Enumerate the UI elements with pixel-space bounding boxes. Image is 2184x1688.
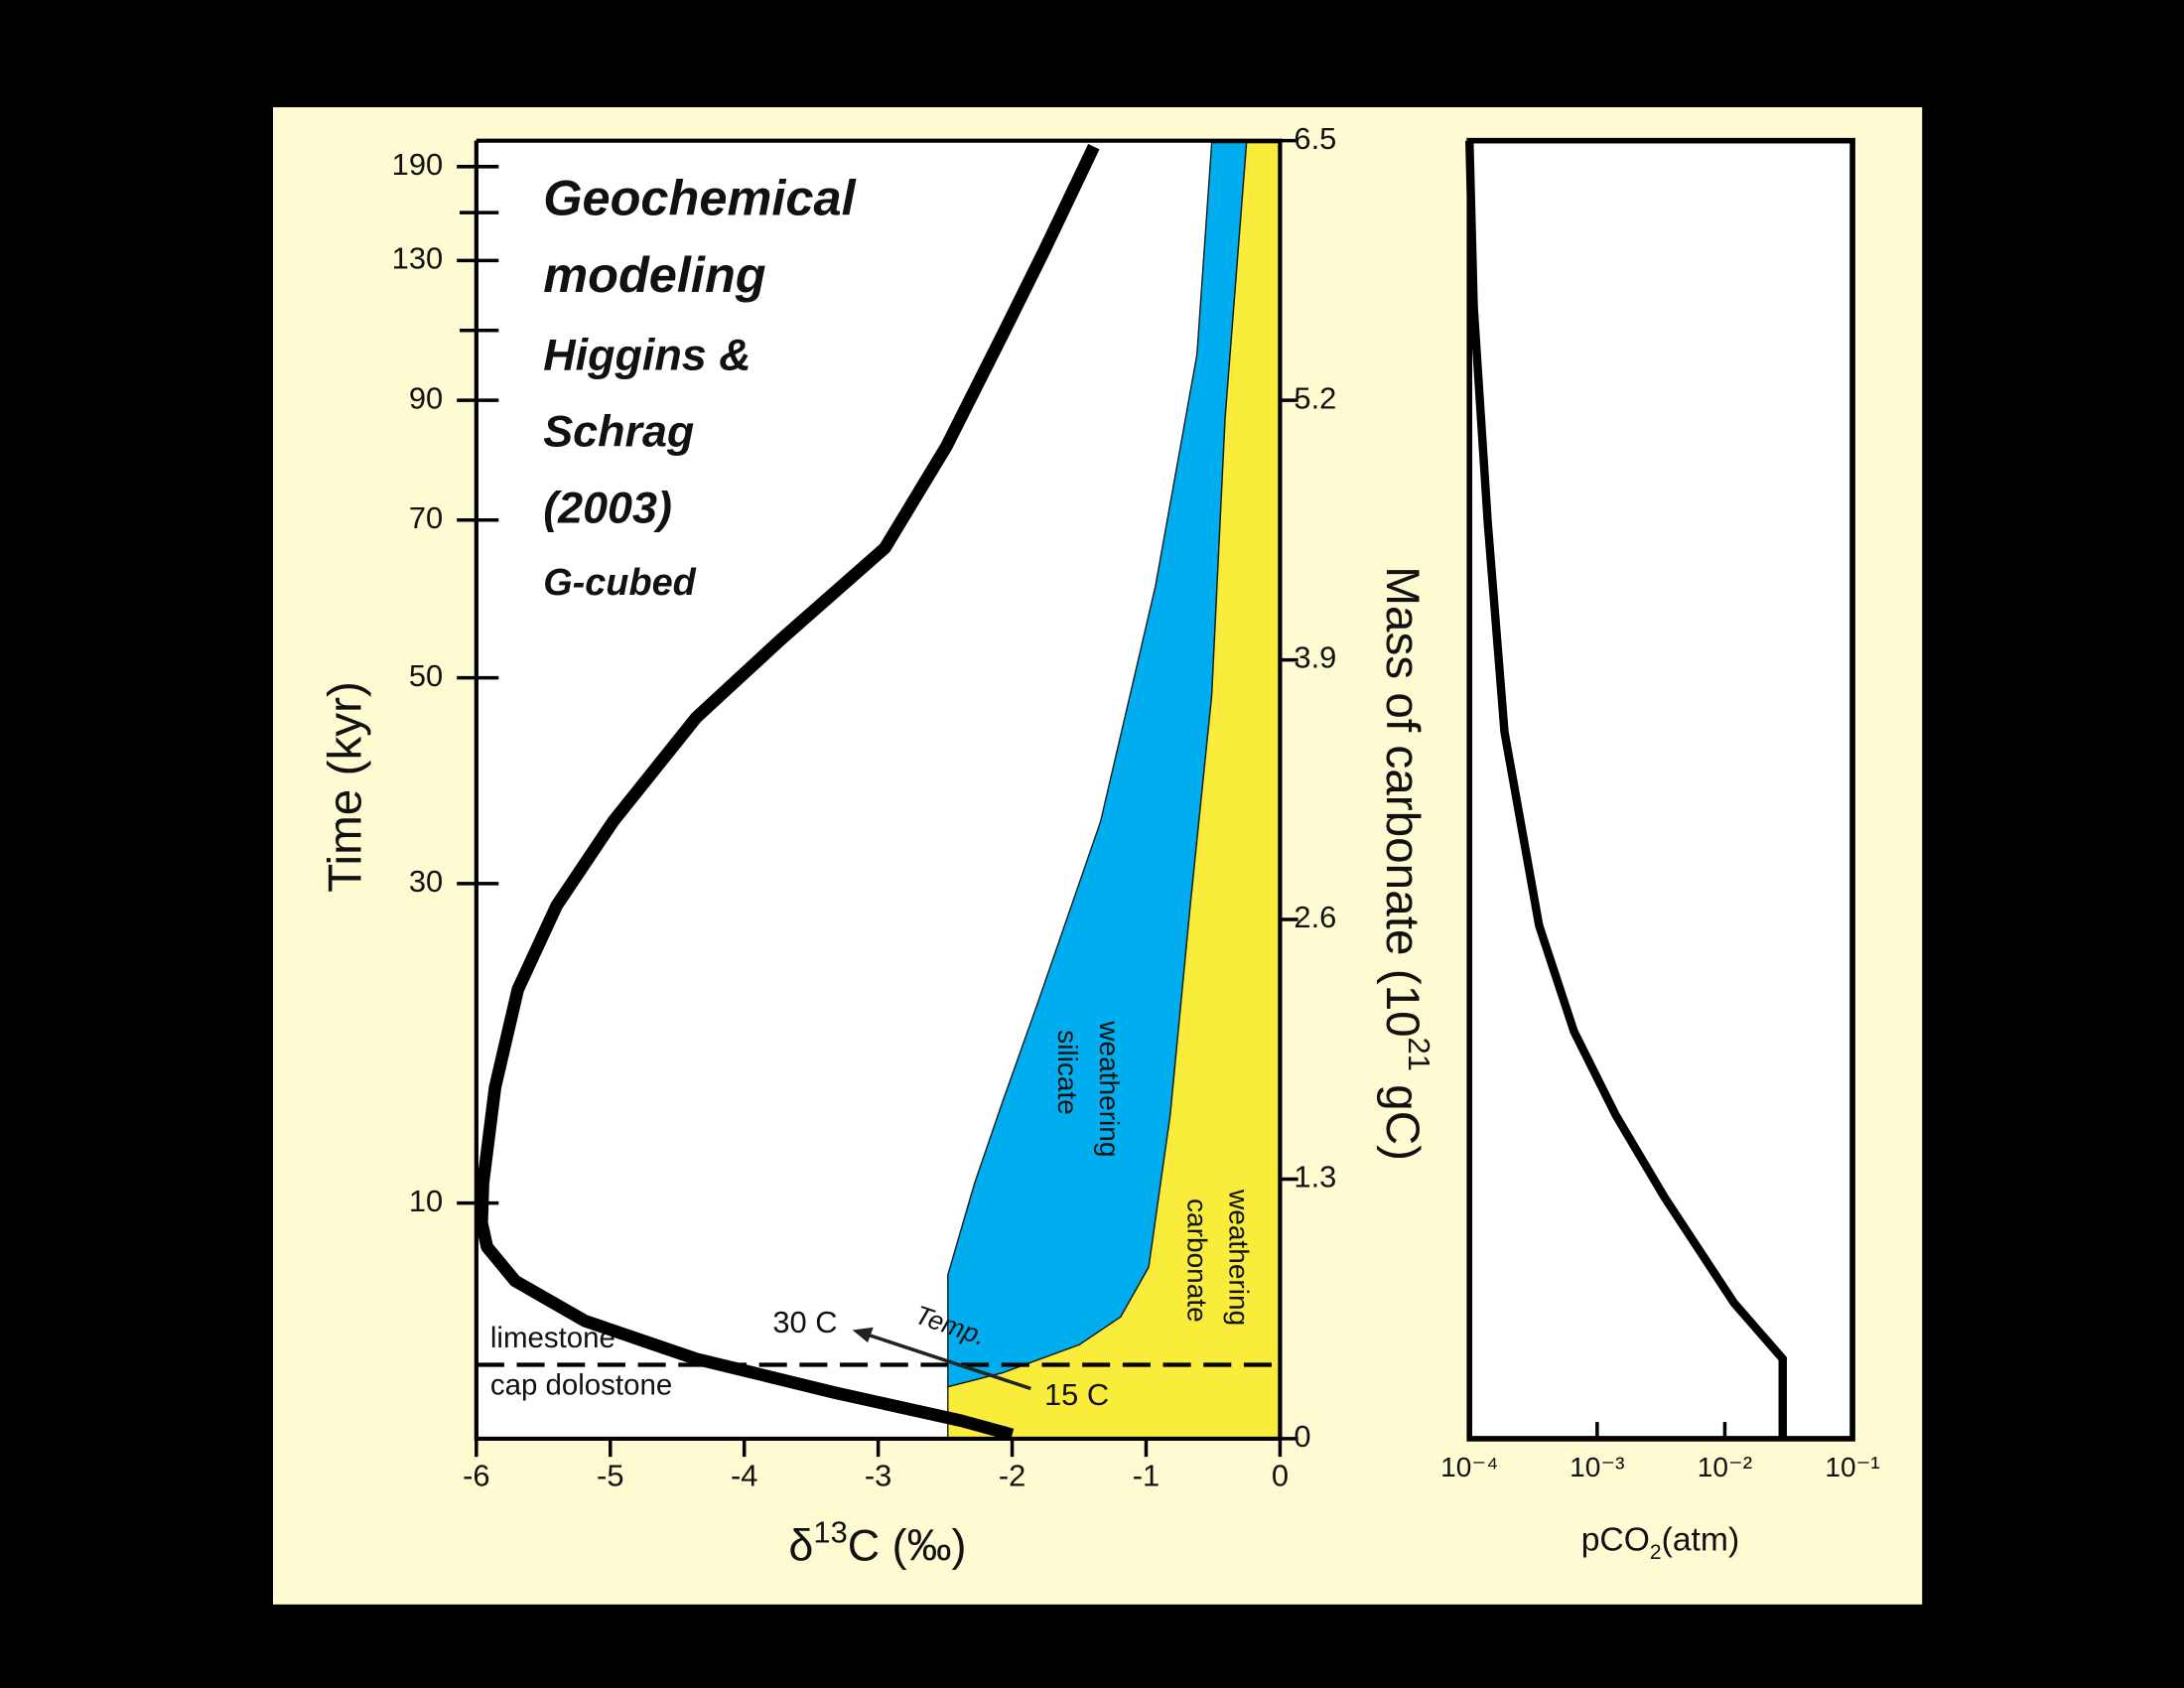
title-line: (2003) [543,483,672,533]
label-part: pCO [1581,1522,1650,1559]
label-part: 2 [1650,1541,1662,1564]
x-axis-label: pCO2(atm) [1581,1522,1739,1564]
x-tick-label: -5 [597,1458,623,1492]
y-tick-label: 190 [392,147,444,182]
y2-tick-label: 3.9 [1294,640,1336,675]
label-part: gC) [1376,1071,1429,1161]
x-tick-label: -1 [1133,1458,1160,1492]
label-part: Mass of carbonate (10 [1376,566,1429,1037]
title-line: modeling [543,246,765,303]
area-label: carbonate [1181,1198,1212,1323]
y-axis-label: Time (kyr) [319,681,371,893]
y-tick-label: 70 [409,500,443,535]
x-tick-label: -4 [731,1458,757,1492]
y2-tick-label: 1.3 [1294,1160,1336,1195]
boundary-label: cap dolostone [490,1369,672,1402]
x-tick-label: 0 [1272,1458,1289,1492]
x-tick-label: 10⁻² [1698,1452,1752,1482]
temp-start: 15 C [1044,1377,1109,1412]
x-tick-label: 10⁻¹ [1825,1452,1879,1482]
x-tick-label: -6 [463,1458,489,1492]
title-line: Schrag [543,405,694,456]
y2-axis-label: Mass of carbonate (1021 gC) [1376,566,1435,1161]
title-line: Higgins & [543,329,751,379]
x-axis-label: δ13C (‰) [788,1515,966,1571]
temp-end: 30 C [772,1305,837,1339]
x-tick-label: -3 [865,1458,891,1492]
label-part: (atm) [1662,1522,1740,1559]
pco2-curve [1465,140,1787,1439]
arrow-head [852,1327,874,1343]
y2-tick-label: 0 [1294,1419,1310,1454]
axis-frame [1466,137,1855,1442]
temp-arrow [866,1333,1031,1391]
model-curve [475,143,1100,1441]
y-tick-label: 130 [392,240,444,275]
x-tick-label: 10⁻³ [1570,1452,1624,1482]
y2-tick-label: 6.5 [1294,121,1336,156]
title-line: G-cubed [543,562,696,604]
x-tick-label: -2 [999,1458,1025,1492]
title-line: Geochemical [543,170,856,226]
area-label: weathering [1224,1189,1255,1326]
area-label: silicate [1052,1030,1083,1115]
label-part: 13 [813,1515,847,1550]
y-tick-label: 30 [409,864,443,899]
label-part: 21 [1402,1038,1436,1071]
y2-tick-label: 5.2 [1294,380,1336,415]
x-tick-label: 10⁻⁴ [1440,1452,1498,1482]
y-tick-label: 10 [409,1184,443,1218]
label-part: δ [788,1520,813,1571]
label-part: C (‰) [848,1520,967,1571]
y2-tick-label: 2.6 [1294,900,1336,934]
plot-area [1469,140,1853,1439]
y-tick-label: 50 [409,658,443,693]
y-tick-label: 90 [409,380,443,415]
area-label: weathering [1094,1020,1125,1157]
